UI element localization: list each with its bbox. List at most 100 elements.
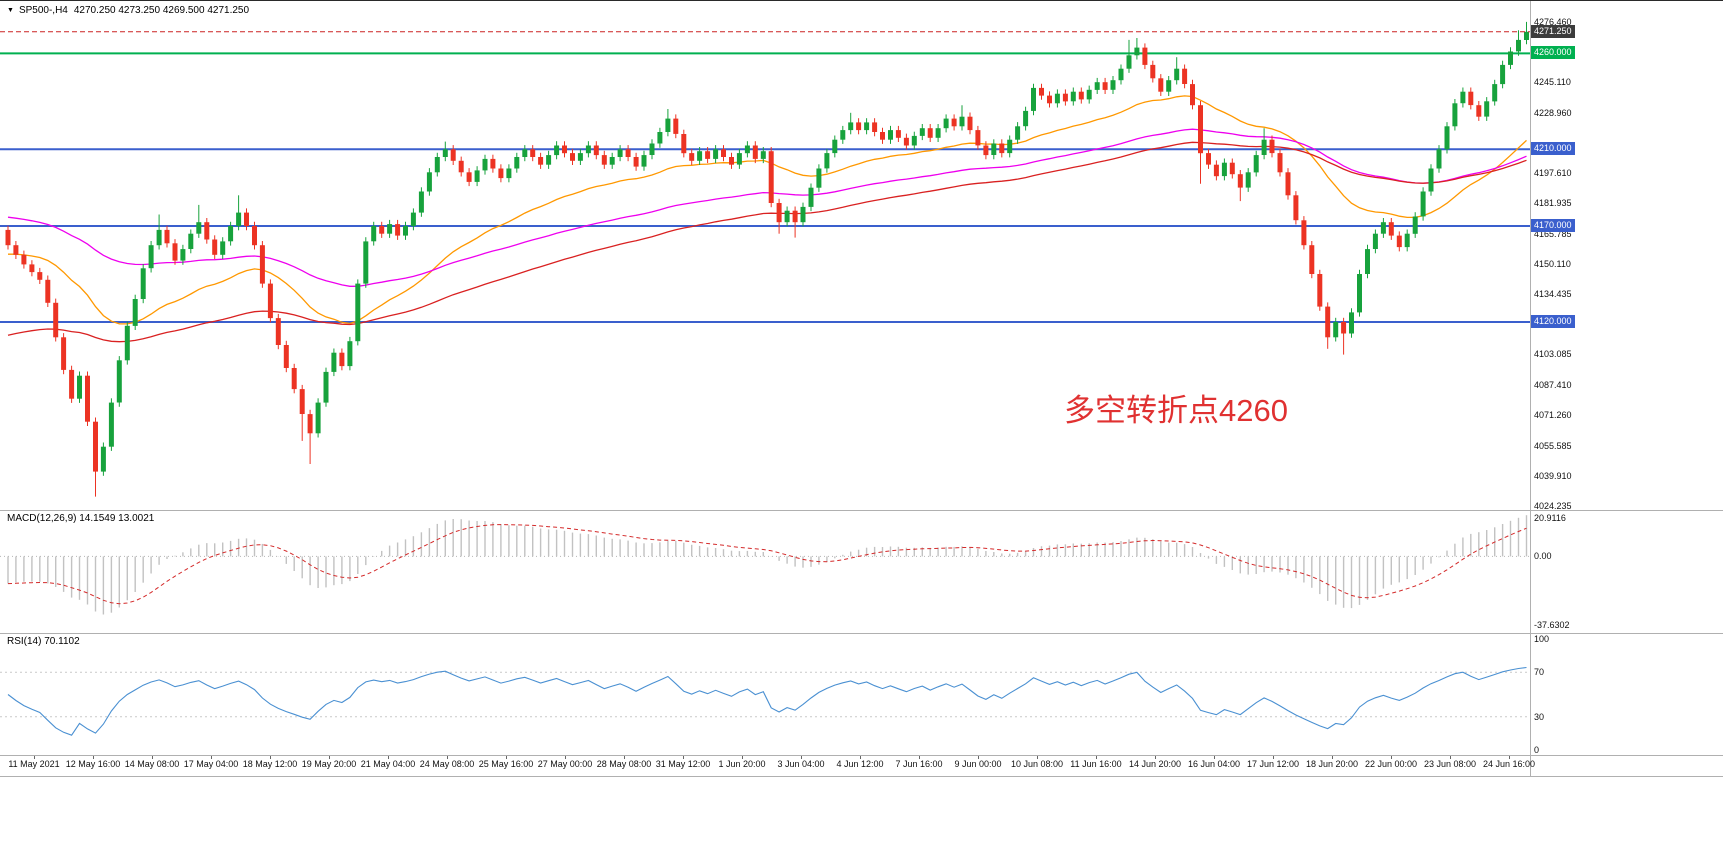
price-axis-label: 4276.460 <box>1534 17 1572 27</box>
chart-annotation: 多空转折点4260 <box>1064 393 1288 428</box>
time-axis-tick <box>1391 756 1392 759</box>
time-axis-tick <box>34 756 35 759</box>
time-axis-label: 11 Jun 16:00 <box>1070 759 1122 769</box>
time-axis-label: 24 May 08:00 <box>419 759 475 769</box>
time-axis-tick <box>683 756 684 759</box>
moving-averages <box>7 95 1527 343</box>
candlesticks <box>5 21 1529 497</box>
macd-histogram <box>7 515 1528 615</box>
price-axis-label: 4150.110 <box>1534 259 1571 269</box>
price-axis-label: 4039.910 <box>1534 471 1572 481</box>
price-axis-flag: 4170.000 <box>1531 219 1575 232</box>
time-axis-label: 18 May 12:00 <box>242 759 298 769</box>
time-axis-tick <box>1273 756 1274 759</box>
time-axis-tick <box>1332 756 1333 759</box>
time-axis-label: 14 Jun 20:00 <box>1128 759 1182 769</box>
macd-axis-label: 20.9116 <box>1534 513 1566 523</box>
time-axis-tick <box>565 756 566 759</box>
support-resistance-lines[interactable] <box>0 52 1530 323</box>
price-chart[interactable] <box>0 1 1530 510</box>
price-axis-flag: 4210.000 <box>1531 142 1575 155</box>
price-axis-label: 4228.960 <box>1534 108 1572 118</box>
time-axis-label: 27 May 00:00 <box>537 759 593 769</box>
time-axis-label: 11 May 2021 <box>8 759 60 769</box>
time-axis-tick <box>388 756 389 759</box>
time-axis-tick <box>860 756 861 759</box>
rsi-line <box>7 666 1527 736</box>
price-axis-label: 4103.085 <box>1534 349 1572 359</box>
time-axis-tick <box>1096 756 1097 759</box>
time-axis-tick <box>1214 756 1215 759</box>
macd-chart[interactable] <box>0 511 1530 633</box>
time-axis-tick <box>624 756 625 759</box>
time-axis-tick <box>919 756 920 759</box>
ohlc-readout: 4270.250 4273.250 4269.500 4271.250 <box>73 5 250 16</box>
rsi-axis-label: 70 <box>1534 667 1545 677</box>
time-axis-tick <box>801 756 802 759</box>
price-axis-label: 4134.435 <box>1534 289 1572 299</box>
price-axis-label: 4087.410 <box>1534 380 1572 390</box>
time-axis-tick <box>1509 756 1510 759</box>
time-axis-label: 10 Jun 08:00 <box>1010 759 1064 769</box>
time-axis-label: 18 Jun 20:00 <box>1305 759 1359 769</box>
time-axis-tick <box>211 756 212 759</box>
collapse-icon[interactable]: ▼ <box>7 7 14 14</box>
time-axis-label: 22 Jun 00:00 <box>1364 759 1418 769</box>
time-axis-tick <box>1450 756 1451 759</box>
time-axis-tick <box>152 756 153 759</box>
time-axis-tick <box>93 756 94 759</box>
time-axis-label: 28 May 08:00 <box>596 759 652 769</box>
time-axis-label: 25 May 16:00 <box>478 759 534 769</box>
time-axis-label: 23 Jun 08:00 <box>1423 759 1477 769</box>
time-axis-tick <box>742 756 743 759</box>
symbol-period-label: SP500-,H4 <box>18 5 68 16</box>
time-axis-label: 7 Jun 16:00 <box>895 759 943 769</box>
bottom-separator <box>0 776 1723 777</box>
macd-signal-line <box>7 524 1527 605</box>
time-axis-tick <box>270 756 271 759</box>
pane-separator[interactable] <box>0 633 1723 634</box>
rsi-axis-label: 0 <box>1534 745 1540 755</box>
time-axis-label: 12 May 16:00 <box>65 759 121 769</box>
macd-axis-label: -37.6302 <box>1534 620 1570 630</box>
rsi-axis-label: 100 <box>1534 634 1550 644</box>
price-axis-label: 4181.935 <box>1534 198 1572 208</box>
time-axis-tick <box>1037 756 1038 759</box>
price-axis-separator <box>1530 1 1531 777</box>
time-axis-label: 1 Jun 20:00 <box>718 759 766 769</box>
price-axis-flag: 4260.000 <box>1531 46 1575 59</box>
rsi-chart[interactable] <box>0 634 1530 755</box>
time-axis-tick <box>447 756 448 759</box>
time-axis-separator <box>0 755 1723 756</box>
price-axis-label: 4071.260 <box>1534 410 1572 420</box>
time-axis-label: 17 May 04:00 <box>183 759 239 769</box>
chart-header: ▼ SP500-,H4 4270.250 4273.250 4269.500 427… <box>7 5 255 16</box>
time-axis-label: 9 Jun 00:00 <box>954 759 1002 769</box>
price-axis-label: 4055.585 <box>1534 441 1572 451</box>
time-axis-label: 17 Jun 12:00 <box>1246 759 1300 769</box>
time-axis-label: 21 May 04:00 <box>360 759 416 769</box>
time-axis-label: 3 Jun 04:00 <box>777 759 825 769</box>
time-axis-tick <box>1155 756 1156 759</box>
time-axis-label: 24 Jun 16:00 <box>1482 759 1536 769</box>
rsi-axis-label: 30 <box>1534 712 1545 722</box>
macd-axis-label: 0.00 <box>1534 551 1552 561</box>
macd-label: MACD(12,26,9) 14.1549 13.0021 <box>7 513 155 524</box>
price-axis-label: 4165.785 <box>1534 229 1572 239</box>
time-axis-tick <box>329 756 330 759</box>
time-axis-label: 16 Jun 04:00 <box>1187 759 1241 769</box>
time-axis-tick <box>978 756 979 759</box>
price-axis-label: 4197.610 <box>1534 168 1572 178</box>
time-axis-label: 19 May 20:00 <box>301 759 357 769</box>
time-axis-label: 4 Jun 12:00 <box>836 759 884 769</box>
time-axis-label: 14 May 08:00 <box>124 759 180 769</box>
price-axis-flag: 4271.250 <box>1531 25 1575 38</box>
time-axis-label: 31 May 12:00 <box>655 759 711 769</box>
rsi-label: RSI(14) 70.1102 <box>7 636 80 647</box>
time-axis-tick <box>506 756 507 759</box>
price-axis-label: 4245.110 <box>1534 77 1571 87</box>
pane-separator[interactable] <box>0 510 1723 511</box>
price-axis-label: 4024.235 <box>1534 501 1572 511</box>
price-axis-flag: 4120.000 <box>1531 315 1575 328</box>
